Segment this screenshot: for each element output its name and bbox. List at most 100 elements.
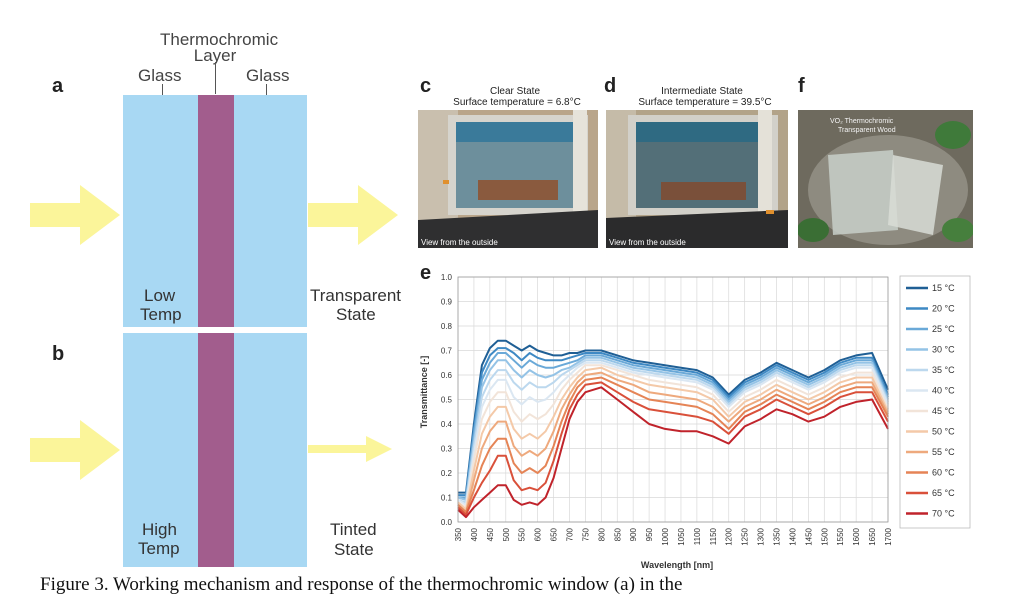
photo-f-label-line2: Transparent Wood — [838, 127, 896, 134]
legend-label: 50 °C — [932, 427, 955, 437]
panel-label-d: d — [604, 75, 617, 97]
y-tick-label: 0.4 — [441, 420, 453, 429]
photo-c-interior — [478, 180, 558, 200]
photo-f-leaf-2 — [798, 218, 829, 242]
chart-legend: 15 °C 20 °C 25 °C 30 °C 35 °C 40 °C 45 °C 50 °C… — [899, 275, 971, 529]
photo-c-glass-top — [456, 122, 580, 142]
thermochromic-layer-b — [198, 333, 234, 567]
arrow-shape — [30, 185, 120, 245]
tinted-state-line2: State — [334, 540, 374, 559]
thermo-tick — [215, 62, 216, 94]
y-tick-label: 0.8 — [441, 322, 453, 331]
panel-label-a: a — [52, 75, 64, 97]
transmitted-light-arrow-a — [308, 185, 398, 245]
photo-d-title-line2: Surface temperature = 39.5°C — [638, 97, 772, 108]
legend-label: 20 °C — [932, 304, 955, 314]
thermochromic-layer-a — [198, 95, 234, 327]
legend-label: 40 °C — [932, 386, 955, 396]
incoming-light-arrow-b — [30, 420, 120, 480]
series-line — [457, 371, 889, 514]
photo-c-illustration — [418, 110, 598, 248]
glass-pane-left-a — [123, 95, 198, 327]
x-tick-label: 900 — [629, 527, 638, 541]
legend-label: 30 °C — [932, 345, 955, 355]
x-tick-label: 1050 — [677, 527, 686, 545]
plot-frame — [457, 276, 889, 523]
x-tick-label: 1550 — [836, 527, 845, 545]
photo-d-glass-top — [636, 122, 768, 142]
x-tick-label: 650 — [550, 527, 559, 541]
x-tick-label: 550 — [518, 527, 527, 541]
x-tick-label: 600 — [534, 527, 543, 541]
x-tick-label: 700 — [565, 527, 574, 541]
series-line — [457, 376, 889, 514]
y-tick-label: 0.6 — [441, 371, 453, 380]
x-tick-label: 1500 — [820, 527, 829, 545]
panel-label-b: b — [52, 343, 65, 365]
transparent-state-line2: State — [336, 305, 376, 324]
y-tick-label: 0.9 — [441, 298, 453, 307]
x-tick-label: 350 — [454, 527, 463, 541]
arrow-shape — [30, 420, 120, 480]
series-line — [457, 386, 889, 519]
x-tick-label: 1400 — [788, 527, 797, 545]
thermochromic-label-line1: Thermochromic — [160, 30, 279, 49]
photo-d-illustration — [606, 110, 788, 248]
photo-transparent-wood — [798, 110, 973, 248]
x-tick-label: 1300 — [757, 527, 766, 545]
photo-f-label-line1: VO₂ Thermochromic — [830, 118, 894, 125]
photo-c-title-line2: Surface temperature = 6.8°C — [453, 97, 581, 108]
photo-d-ground — [606, 210, 788, 248]
photo-clear-state — [418, 110, 598, 248]
thermochromic-label-line2: Layer — [193, 46, 237, 65]
glass-right-label: Glass — [246, 66, 290, 85]
y-tick-label: 0.7 — [441, 347, 453, 356]
x-tick-label: 500 — [502, 527, 511, 541]
x-tick-label: 850 — [613, 527, 622, 541]
x-tick-label: 1650 — [868, 527, 877, 545]
panel-label-e: e — [420, 262, 432, 284]
y-axis-label: Transmittance [-] — [419, 356, 429, 429]
legend-label: 45 °C — [932, 406, 955, 416]
series-line — [457, 364, 889, 509]
x-tick-label: 450 — [486, 527, 495, 541]
photo-c-caption: View from the outside — [421, 238, 498, 247]
glass-left-label: Glass — [138, 66, 182, 85]
chart-series — [457, 339, 889, 519]
figure-caption: Figure 3. Working mechanism and response… — [40, 574, 683, 595]
low-temp-line2: Temp — [140, 305, 182, 324]
transmitted-light-arrow-b — [308, 436, 392, 462]
y-tick-label: 1.0 — [441, 273, 453, 282]
glass-pane-right-b — [234, 333, 307, 567]
x-tick-label: 1150 — [709, 527, 718, 545]
photo-d-title-line1: Intermediate State — [661, 86, 743, 97]
legend-label: 70 °C — [932, 509, 955, 519]
panel-label-f: f — [798, 75, 805, 97]
photo-f-illustration — [798, 110, 973, 248]
series-line — [457, 361, 889, 506]
x-tick-label: 800 — [597, 527, 606, 541]
x-axis-label: Wavelength [nm] — [641, 560, 713, 570]
legend-box — [899, 275, 971, 529]
legend-label: 25 °C — [932, 324, 955, 334]
legend-label: 60 °C — [932, 468, 955, 478]
x-tick-label: 1700 — [884, 527, 893, 545]
x-tick-label: 1600 — [852, 527, 861, 545]
legend-label: 15 °C — [932, 283, 955, 293]
photo-c-title-line1: Clear State — [489, 86, 541, 97]
high-temp-line1: High — [142, 520, 177, 539]
photo-d-accent — [766, 210, 774, 214]
y-tick-label: 0.1 — [441, 494, 453, 503]
y-tick-label: 0.5 — [441, 396, 453, 405]
incoming-light-arrow-a — [30, 185, 120, 245]
photo-f-wood-sample-1 — [828, 150, 898, 235]
panel-label-c: c — [420, 75, 432, 97]
x-tick-label: 400 — [470, 527, 479, 541]
y-tick-label: 0.2 — [441, 469, 453, 478]
photo-intermediate-state — [606, 110, 788, 248]
photo-c-accent — [443, 180, 449, 184]
photo-f-leaf-3 — [942, 218, 973, 242]
series-line — [457, 366, 889, 511]
transparent-state-line1: Transparent — [310, 286, 402, 305]
y-tick-label: 0.3 — [441, 445, 453, 454]
